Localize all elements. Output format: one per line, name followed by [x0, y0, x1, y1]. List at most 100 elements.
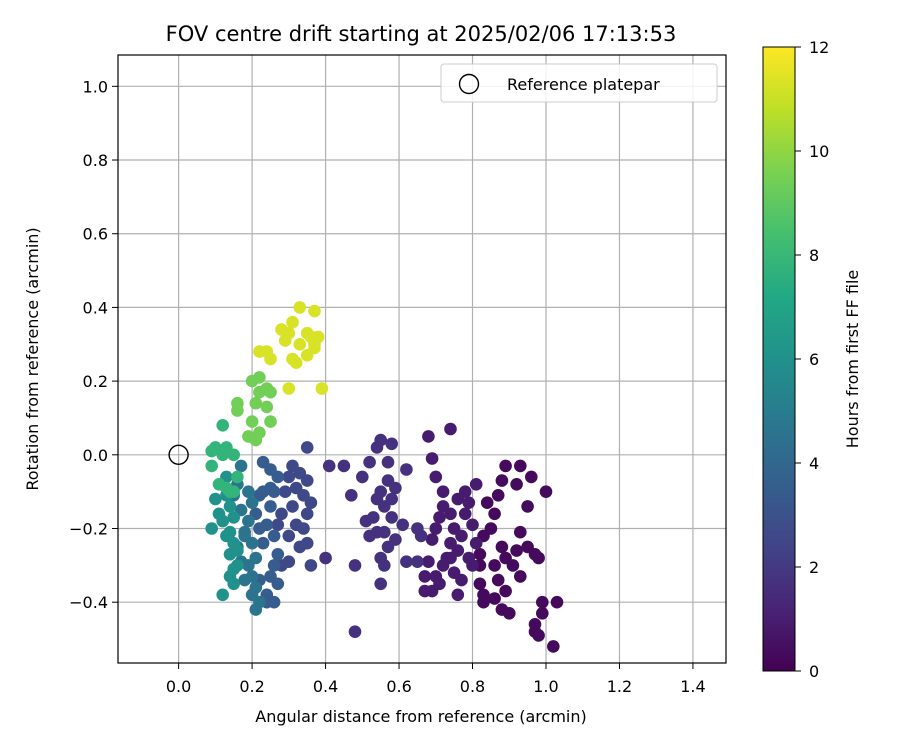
data-point [536, 607, 549, 620]
x-tick-label: 1.2 [607, 677, 632, 696]
colorbar-tick-label: 12 [809, 38, 829, 57]
data-point [304, 496, 318, 510]
data-point [289, 518, 303, 532]
data-point [469, 478, 483, 491]
y-axis-ticks: −0.4 −0.2 0.0 0.2 0.4 0.6 0.8 1.0 [69, 77, 118, 612]
data-point [271, 518, 285, 532]
legend: Reference platepar [440, 63, 718, 103]
data-point [256, 536, 270, 550]
data-point [205, 459, 218, 473]
data-point [275, 507, 288, 521]
y-tick-label: 0.4 [83, 298, 108, 317]
data-point [374, 577, 388, 591]
data-point [238, 529, 251, 543]
data-point [271, 577, 285, 591]
data-point [264, 481, 277, 495]
scatter-points [205, 301, 564, 653]
data-point [293, 301, 307, 314]
data-point [253, 371, 266, 384]
data-point [469, 536, 483, 550]
data-point [499, 584, 512, 598]
data-point [396, 518, 410, 532]
data-point [223, 570, 237, 583]
y-tick-label: 0.2 [83, 372, 108, 391]
data-point [264, 415, 277, 428]
data-point [245, 496, 259, 510]
data-point [300, 326, 314, 340]
data-point [260, 400, 274, 414]
colorbar-tick-label: 10 [809, 142, 829, 161]
data-point [389, 533, 402, 546]
data-point [337, 459, 351, 473]
data-point [539, 485, 553, 499]
data-point [418, 584, 432, 598]
colorbar [762, 46, 796, 672]
y-tick-label: 0.8 [83, 151, 108, 170]
data-point [436, 485, 450, 499]
data-point [289, 356, 303, 370]
data-point [425, 452, 439, 465]
data-point [300, 441, 314, 454]
data-point [304, 559, 318, 572]
data-point [458, 485, 472, 499]
data-point [348, 559, 362, 572]
data-point [499, 459, 512, 473]
data-point [466, 559, 479, 572]
data-point [440, 551, 454, 565]
data-point [385, 437, 399, 451]
data-point [363, 455, 376, 469]
x-tick-label: 0.2 [239, 677, 264, 696]
data-point [514, 459, 527, 473]
data-point [510, 478, 523, 491]
data-point [282, 382, 296, 395]
reference-marker [168, 444, 189, 466]
data-point [223, 500, 237, 513]
x-tick-label: 0.8 [460, 677, 485, 696]
data-point [477, 595, 490, 609]
data-point [400, 463, 413, 476]
data-point [510, 544, 523, 557]
colorbar-tick-label: 6 [809, 350, 819, 369]
data-point [216, 588, 229, 602]
data-point [231, 470, 244, 484]
y-tick-label: 0.6 [83, 225, 108, 244]
data-point [242, 514, 255, 528]
data-point [525, 470, 538, 484]
data-point [473, 577, 487, 591]
data-point [425, 533, 439, 546]
data-point [536, 595, 549, 609]
data-point [300, 507, 314, 521]
data-point [491, 489, 505, 502]
data-point [231, 544, 244, 557]
data-point [289, 481, 303, 495]
x-tick-label: 0.6 [386, 677, 411, 696]
data-point [345, 489, 358, 502]
data-point [267, 559, 281, 572]
data-point [436, 500, 450, 513]
colorbar-tick-label: 4 [809, 454, 819, 473]
data-point [488, 559, 501, 572]
data-point [282, 529, 296, 543]
data-point [264, 385, 277, 399]
data-point [205, 522, 218, 535]
data-point [528, 618, 542, 631]
data-point [532, 629, 545, 642]
plot-frame [117, 54, 727, 664]
data-point [370, 492, 384, 506]
data-point [503, 607, 516, 620]
data-point [418, 570, 432, 583]
data-point [455, 529, 468, 543]
data-point [256, 455, 270, 469]
data-point [488, 592, 501, 605]
data-point [374, 433, 388, 447]
data-point [488, 507, 501, 521]
data-point [422, 555, 435, 568]
colorbar-tick-label: 8 [809, 246, 819, 265]
y-tick-label: 0.0 [83, 446, 108, 465]
data-point [499, 551, 512, 565]
data-point [209, 492, 222, 506]
y-axis-label: Rotation from reference (arcmin) [23, 227, 42, 490]
data-point [521, 500, 534, 513]
data-point [422, 430, 435, 443]
